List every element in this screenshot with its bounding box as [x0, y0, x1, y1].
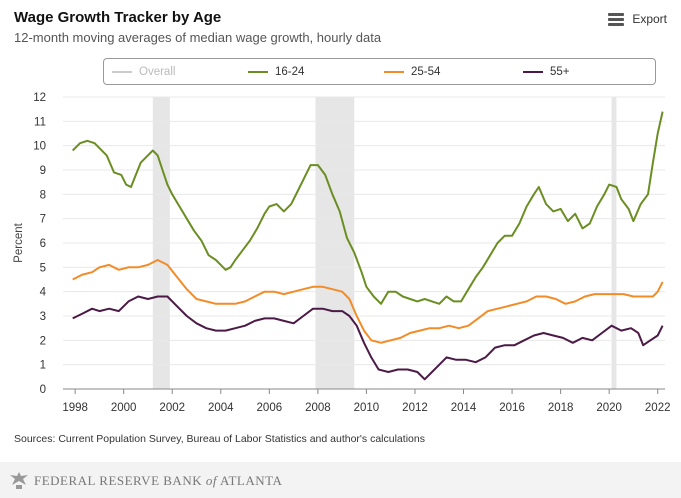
legend-swatch-overall [112, 70, 132, 73]
y-tick-label-9: 9 [40, 165, 46, 177]
footer-band [0, 462, 681, 498]
x-tick-label-2010: 2010 [354, 402, 380, 414]
legend-item-overall[interactable]: Overall [112, 59, 175, 84]
menu-icon [608, 13, 625, 26]
legend-label-55plus: 55+ [550, 65, 570, 78]
y-tick-label-10: 10 [33, 141, 46, 153]
x-tick-label-2016: 2016 [499, 402, 525, 414]
x-tick-label-2014: 2014 [451, 402, 477, 414]
x-tick-label-2002: 2002 [159, 402, 185, 414]
legend-swatch-55plus [523, 70, 543, 73]
x-tick-label-2020: 2020 [596, 402, 622, 414]
x-tick-label-2022: 2022 [645, 402, 671, 414]
export-button[interactable]: Export [608, 12, 667, 26]
x-tick-label-2004: 2004 [208, 402, 234, 414]
legend-swatch-16-24 [248, 70, 268, 73]
legend-label-16-24: 16-24 [275, 65, 305, 78]
legend-label-25-54: 25-54 [411, 65, 441, 78]
y-tick-label-7: 7 [40, 214, 46, 226]
source-note: Sources: Current Population Survey, Bure… [14, 433, 425, 445]
legend-label-overall: Overall [139, 65, 176, 78]
y-tick-label-3: 3 [40, 311, 46, 323]
legend-item-25-54[interactable]: 25-54 [384, 59, 440, 84]
y-tick-label-2: 2 [40, 335, 46, 347]
y-tick-label-11: 11 [34, 116, 46, 128]
y-tick-label-0: 0 [40, 384, 46, 396]
chart-subtitle: 12-month moving averages of median wage … [14, 30, 382, 45]
x-tick-label-1998: 1998 [62, 402, 88, 414]
x-tick-label-2008: 2008 [305, 402, 331, 414]
series-line-25-54 [72, 259, 664, 344]
export-label: Export [632, 12, 667, 26]
chart-legend: Overall 16-24 25-54 55+ [103, 58, 656, 85]
y-axis-title: Percent [13, 222, 25, 262]
x-tick-label-2018: 2018 [548, 402, 574, 414]
x-tick-label-2012: 2012 [402, 402, 428, 414]
legend-swatch-25-54 [384, 70, 404, 73]
fed-brand-name: FEDERAL RESERVE BANK of ATLANTA [34, 473, 283, 488]
x-tick-label-2006: 2006 [257, 402, 283, 414]
legend-item-55plus[interactable]: 55+ [523, 59, 570, 84]
legend-item-16-24[interactable]: 16-24 [248, 59, 304, 84]
x-tick-label-2000: 2000 [111, 402, 137, 414]
series-line-55+ [72, 295, 664, 381]
y-tick-label-8: 8 [40, 189, 46, 201]
y-tick-label-12: 12 [33, 92, 46, 104]
y-tick-label-4: 4 [40, 287, 47, 299]
chart-title: Wage Growth Tracker by Age [14, 9, 222, 26]
y-tick-label-6: 6 [40, 238, 46, 250]
y-tick-label-5: 5 [40, 262, 46, 274]
series-line-16-24 [71, 111, 664, 305]
y-tick-label-1: 1 [40, 360, 46, 372]
fed-eagle-logo [10, 472, 28, 489]
